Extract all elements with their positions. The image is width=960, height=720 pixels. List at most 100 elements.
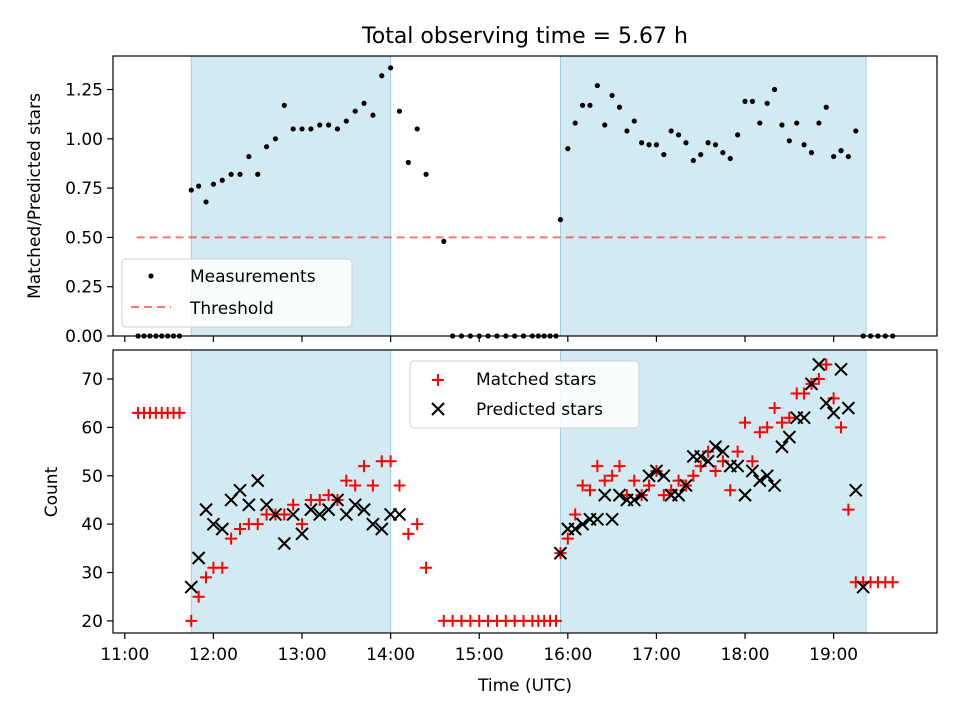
predicted-star-point <box>634 488 649 502</box>
predicted-star-point <box>348 498 362 512</box>
y-tick-label: 20 <box>81 612 103 632</box>
predicted-star-point <box>775 440 789 454</box>
x-tick-label: 17:00 <box>632 645 681 665</box>
observing-interval <box>560 56 867 336</box>
measurement-point <box>290 126 296 132</box>
predicted-star-point <box>671 488 686 502</box>
matched-star-point <box>731 445 744 458</box>
measurement-point <box>388 65 394 71</box>
legend-matched-marker <box>432 374 444 386</box>
matched-star-point <box>192 590 205 603</box>
matched-star-point <box>278 508 291 521</box>
matched-star-point <box>798 387 811 400</box>
time-x-axis-label: Time (UTC) <box>477 676 572 696</box>
measurement-point <box>845 153 851 160</box>
predicted-star-point <box>612 488 627 502</box>
matched-star-point <box>606 469 619 482</box>
count-y-axis: 20 30 40 50 60 70 <box>81 370 113 632</box>
y-tick-label: 70 <box>81 370 103 390</box>
measurement-point <box>653 142 660 148</box>
matched-star-point <box>827 392 840 405</box>
count-panel: 20 30 40 50 60 70 11:00 12:00 13:00 14:00 15:00 16… <box>42 349 938 696</box>
legend-predicted-label: Predicted stars <box>476 400 603 420</box>
x-tick-label: 13:00 <box>278 645 327 665</box>
predicted-star-point <box>357 502 371 517</box>
measurement-point <box>675 132 682 138</box>
measurement-point <box>594 82 600 89</box>
measurement-point <box>228 171 234 177</box>
y-tick-label: 60 <box>81 418 103 438</box>
matched-star-point <box>251 518 264 531</box>
matched-star-point <box>411 518 424 531</box>
matched-star-point <box>709 464 722 477</box>
matched-star-point <box>842 503 855 516</box>
y-tick-label: 1.00 <box>65 130 103 150</box>
matched-star-point <box>783 411 796 424</box>
measurement-point <box>579 102 586 108</box>
measurement-point <box>325 122 332 128</box>
predicted-star-point <box>199 502 213 517</box>
measurement-point <box>609 92 615 99</box>
measurement-point <box>317 122 323 128</box>
measurement-point <box>808 150 815 156</box>
matched-star-point <box>366 479 379 492</box>
measurement-point <box>698 151 704 158</box>
matched-star-point <box>820 358 833 371</box>
y-tick-label: 30 <box>81 564 103 584</box>
measurement-point <box>255 171 261 177</box>
predicted-star-point <box>804 377 819 391</box>
measurement-point <box>801 142 807 148</box>
measurement-point <box>379 73 385 79</box>
measurement-point <box>794 120 800 126</box>
measurement-point <box>263 144 270 150</box>
matched-star-point <box>233 522 246 535</box>
measurement-point <box>196 183 202 189</box>
predicted-star-point <box>206 517 221 531</box>
measurement-point <box>334 126 341 132</box>
matched-star-point <box>628 474 641 487</box>
measurement-point <box>735 132 741 138</box>
measurement-point <box>370 112 376 118</box>
predicted-star-point <box>797 411 811 425</box>
measurement-point <box>565 146 571 152</box>
predicted-star-point <box>819 396 833 410</box>
measurement-point <box>308 126 314 132</box>
predicted-star-point <box>694 449 708 464</box>
observing-interval <box>191 350 391 633</box>
predicted-star-point <box>738 488 752 502</box>
ratio-y-axis: 0.00 0.25 0.50 0.75 1.00 1.25 <box>65 81 113 347</box>
predicted-star-point <box>242 498 256 512</box>
y-tick-label: 0.25 <box>65 278 103 298</box>
count-legend-box <box>409 360 640 429</box>
predicted-star-point <box>366 517 380 531</box>
measurement-point <box>299 126 305 132</box>
measurement-point <box>757 120 763 126</box>
measurement-point <box>705 140 711 146</box>
matched-star-point <box>591 460 604 473</box>
predicted-star-point <box>745 464 760 478</box>
predicted-star-point <box>679 478 693 493</box>
matched-star-point <box>402 527 415 540</box>
matched-star-point <box>739 416 752 429</box>
matched-star-point <box>287 498 300 511</box>
y-tick-label: 0.75 <box>65 179 103 199</box>
matched-star-point <box>384 455 397 468</box>
matched-star-point <box>724 484 737 497</box>
y-tick-label: 0.50 <box>65 228 103 248</box>
matched-star-point <box>812 373 825 386</box>
ratio-x-ticks <box>124 336 835 342</box>
x-tick-label: 16:00 <box>543 645 592 665</box>
matched-star-point <box>775 416 788 429</box>
matched-star-point <box>296 518 309 531</box>
predicted-star-point <box>268 507 283 522</box>
matched-stars-series <box>132 358 899 627</box>
measurement-point <box>405 159 411 166</box>
predicted-star-point <box>215 522 229 536</box>
predicted-star-point <box>191 551 206 565</box>
measurement-point <box>727 155 733 162</box>
matched-star-point <box>761 421 774 434</box>
measurement-point <box>742 98 748 104</box>
predicted-star-point <box>834 362 848 377</box>
count-y-axis-label: Count <box>42 466 62 517</box>
